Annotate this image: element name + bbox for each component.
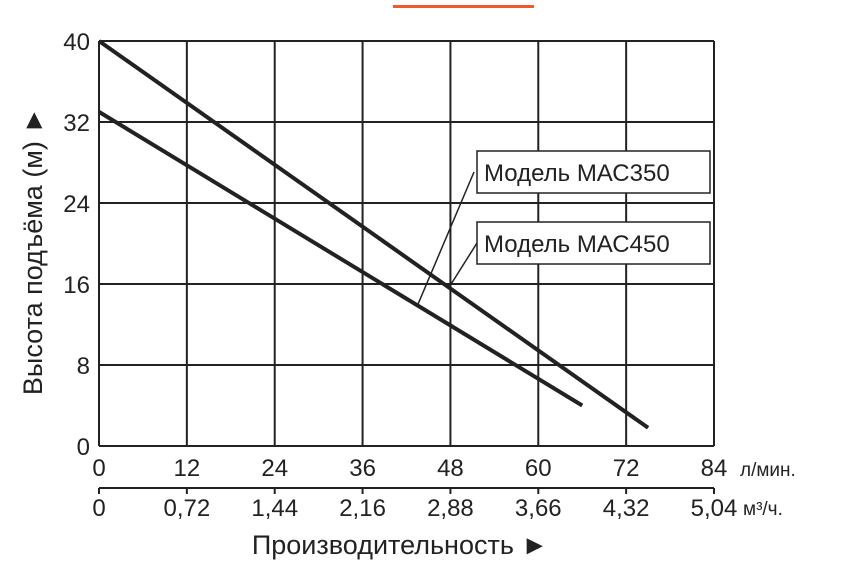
- x-tick-labels-secondary: 0 0,72 1,44 2,16 2,88 3,66 4,32 5,04: [92, 495, 737, 522]
- x-tick-label-primary: 84: [701, 455, 728, 482]
- x-tick-label-secondary: 2,16: [339, 495, 386, 522]
- x-tick-label-primary: 24: [261, 455, 288, 482]
- grid: [98, 40, 715, 447]
- x-tick-label-secondary: 3,66: [515, 495, 562, 522]
- leader-mac350: [416, 171, 475, 306]
- y-tick-label: 24: [63, 191, 90, 218]
- y-tick-labels: 0 8 16 24 32 40: [63, 29, 90, 461]
- x-tick-label-primary: 48: [437, 455, 464, 482]
- x-tick-labels-primary: 0 12 24 36 48 60 72 84: [92, 455, 727, 482]
- series-lines: [97, 39, 650, 430]
- legend-label-mac450: Модель МАС450: [484, 231, 670, 258]
- y-tick-label: 8: [77, 353, 90, 380]
- accent-bar: [393, 5, 534, 8]
- x-unit-secondary: м³/ч.: [743, 499, 783, 520]
- x-axis-title: Производительность ►: [252, 530, 548, 560]
- x-tick-label-secondary: 0: [92, 495, 105, 522]
- legend-leaders: [416, 171, 478, 306]
- legend-box-mac450: [476, 221, 711, 265]
- x-tick-label-secondary: 2,88: [427, 495, 474, 522]
- leader-mac450: [448, 242, 478, 288]
- x-tick-label-primary: 60: [525, 455, 552, 482]
- x-tick-label-secondary: 4,32: [603, 495, 650, 522]
- x-tick-label-primary: 0: [92, 455, 105, 482]
- x-tick-label-primary: 72: [613, 455, 640, 482]
- x-tick-label-secondary: 0,72: [163, 495, 210, 522]
- y-tick-label: 0: [77, 434, 90, 461]
- y-tick-label: 40: [63, 29, 90, 56]
- y-tick-label: 32: [63, 110, 90, 137]
- line-mac350: [97, 110, 584, 408]
- y-axis-title: Высота подъёма (м) ►: [18, 107, 48, 395]
- x-tick-label-primary: 36: [349, 455, 376, 482]
- x-tick-label-secondary: 5,04: [691, 495, 738, 522]
- legend-box-mac350: [476, 150, 711, 194]
- y-tick-label: 16: [63, 272, 90, 299]
- x-tick-label-primary: 12: [174, 455, 201, 482]
- legend-label-mac350: Модель МАС350: [484, 160, 670, 187]
- line-mac450: [97, 39, 650, 430]
- secondary-axis-ticks: [98, 488, 715, 494]
- x-unit-primary: л/мин.: [740, 460, 796, 481]
- x-tick-label-secondary: 1,44: [251, 495, 298, 522]
